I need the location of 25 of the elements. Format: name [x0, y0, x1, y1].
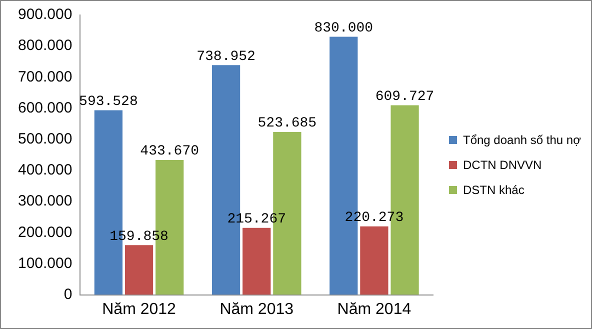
- data-label: 738.952: [196, 48, 256, 65]
- legend-label: DCTN DNVVN: [463, 158, 542, 172]
- x-tick-label: Năm 2013: [220, 300, 294, 318]
- y-tick-label: 300.000: [18, 192, 72, 210]
- y-tick-label: 600.000: [18, 99, 72, 116]
- data-label: 433.670: [140, 144, 199, 160]
- y-tick-label: 900.000: [18, 6, 72, 24]
- bar: [124, 245, 154, 295]
- bar: [242, 228, 271, 295]
- data-label: 523.685: [258, 116, 317, 132]
- bar: [360, 226, 388, 295]
- data-label: 830.000: [314, 20, 374, 36]
- y-tick-label: 500.000: [18, 130, 72, 148]
- y-tick-label: 800.000: [18, 37, 72, 54]
- y-tick-label: 100.000: [18, 254, 72, 272]
- legend-label: Tổng doanh số thu nợ: [463, 132, 581, 146]
- legend-label: DSTN khác: [463, 182, 524, 196]
- data-label: 593.528: [79, 94, 138, 110]
- x-tick-label: Năm 2014: [337, 300, 412, 318]
- y-tick-label: 700.000: [18, 68, 72, 86]
- y-tick-label: 0: [64, 286, 72, 303]
- data-label: 609.727: [375, 88, 434, 105]
- y-tick-label: 400.000: [18, 162, 72, 179]
- x-tick-label: Năm 2012: [102, 300, 176, 318]
- y-tick-label: 200.000: [18, 224, 72, 241]
